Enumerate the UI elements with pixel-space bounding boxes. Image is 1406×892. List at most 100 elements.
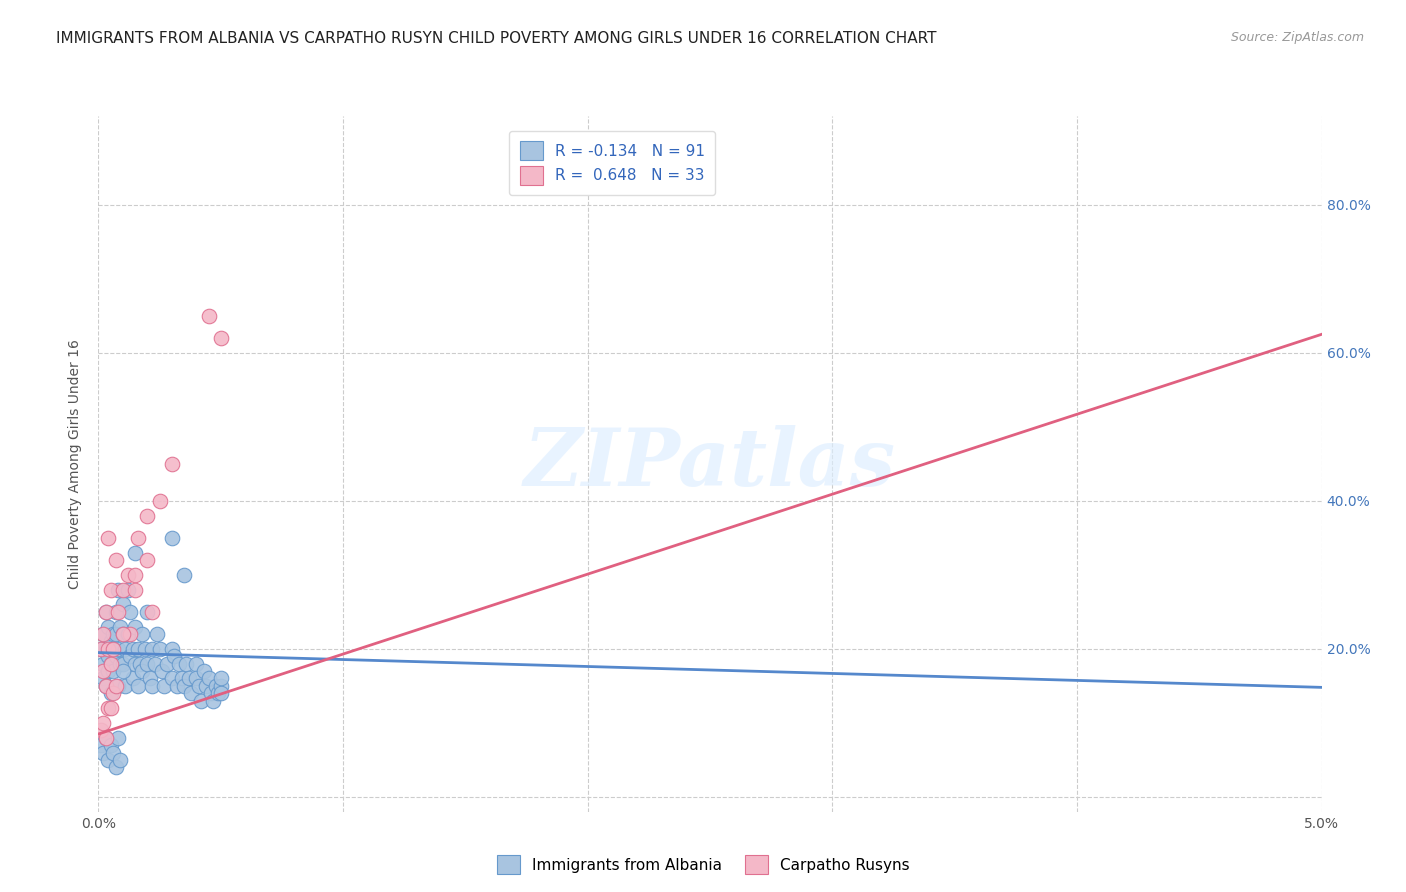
- Point: [107, 641, 129, 656]
- Point: [94, 731, 117, 745]
- Text: ZIPatlas: ZIPatlas: [524, 425, 896, 502]
- Point: [100, 657, 122, 671]
- Point: [197, 309, 219, 323]
- Point: [149, 641, 172, 656]
- Point: [104, 627, 127, 641]
- Point: [202, 694, 225, 708]
- Point: [127, 641, 149, 656]
- Point: [91, 672, 114, 686]
- Point: [136, 657, 159, 671]
- Point: [170, 672, 193, 686]
- Point: [117, 582, 139, 597]
- Point: [141, 679, 163, 693]
- Point: [111, 598, 134, 612]
- Point: [110, 657, 132, 671]
- Point: [100, 686, 122, 700]
- Point: [136, 553, 159, 567]
- Point: [136, 605, 159, 619]
- Point: [124, 657, 146, 671]
- Point: [114, 679, 136, 693]
- Point: [91, 715, 114, 730]
- Point: [173, 567, 195, 582]
- Point: [97, 531, 120, 545]
- Point: [107, 605, 129, 619]
- Point: [101, 664, 124, 678]
- Point: [173, 679, 195, 693]
- Legend: Immigrants from Albania, Carpatho Rusyns: Immigrants from Albania, Carpatho Rusyns: [491, 849, 915, 880]
- Point: [101, 686, 124, 700]
- Point: [104, 760, 127, 774]
- Point: [150, 664, 173, 678]
- Point: [94, 641, 117, 656]
- Point: [100, 657, 122, 671]
- Point: [121, 641, 143, 656]
- Point: [197, 672, 219, 686]
- Point: [101, 641, 124, 656]
- Point: [163, 649, 186, 664]
- Point: [107, 679, 129, 693]
- Point: [97, 753, 120, 767]
- Point: [209, 672, 232, 686]
- Point: [100, 701, 122, 715]
- Point: [97, 664, 120, 678]
- Point: [186, 657, 208, 671]
- Point: [207, 686, 229, 700]
- Point: [117, 567, 139, 582]
- Point: [136, 508, 159, 523]
- Point: [127, 531, 149, 545]
- Point: [131, 627, 153, 641]
- Point: [91, 627, 114, 641]
- Point: [117, 627, 139, 641]
- Point: [124, 620, 146, 634]
- Point: [141, 605, 163, 619]
- Point: [107, 731, 129, 745]
- Point: [110, 753, 132, 767]
- Point: [107, 582, 129, 597]
- Point: [104, 679, 127, 693]
- Point: [190, 694, 212, 708]
- Point: [160, 531, 183, 545]
- Point: [187, 679, 209, 693]
- Point: [90, 641, 112, 656]
- Point: [111, 627, 134, 641]
- Point: [91, 627, 114, 641]
- Point: [97, 641, 120, 656]
- Point: [111, 582, 134, 597]
- Point: [160, 457, 183, 471]
- Text: Source: ZipAtlas.com: Source: ZipAtlas.com: [1230, 31, 1364, 45]
- Point: [205, 679, 228, 693]
- Point: [101, 641, 124, 656]
- Y-axis label: Child Poverty Among Girls Under 16: Child Poverty Among Girls Under 16: [69, 339, 83, 589]
- Point: [180, 686, 202, 700]
- Point: [97, 649, 120, 664]
- Point: [90, 738, 112, 752]
- Point: [104, 553, 127, 567]
- Point: [90, 723, 112, 738]
- Point: [100, 634, 122, 648]
- Point: [120, 627, 142, 641]
- Point: [209, 679, 232, 693]
- Point: [193, 664, 215, 678]
- Point: [94, 605, 117, 619]
- Point: [97, 620, 120, 634]
- Point: [111, 664, 134, 678]
- Point: [124, 582, 146, 597]
- Point: [100, 582, 122, 597]
- Point: [153, 679, 176, 693]
- Point: [127, 679, 149, 693]
- Point: [195, 679, 218, 693]
- Point: [124, 567, 146, 582]
- Point: [111, 657, 134, 671]
- Point: [167, 657, 190, 671]
- Point: [91, 664, 114, 678]
- Point: [139, 672, 162, 686]
- Point: [120, 649, 142, 664]
- Point: [120, 605, 142, 619]
- Point: [200, 686, 222, 700]
- Point: [146, 627, 169, 641]
- Point: [101, 627, 124, 641]
- Point: [94, 679, 117, 693]
- Point: [114, 641, 136, 656]
- Point: [177, 672, 200, 686]
- Point: [156, 657, 179, 671]
